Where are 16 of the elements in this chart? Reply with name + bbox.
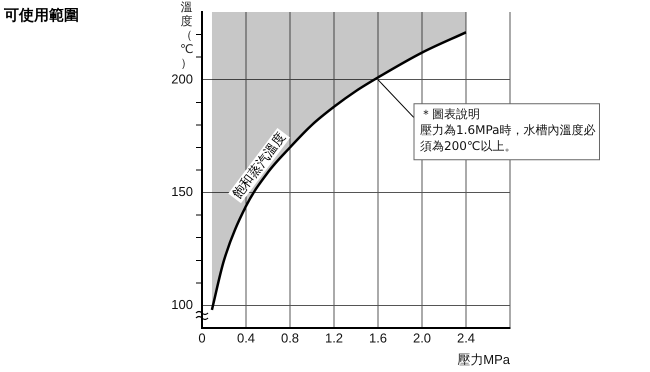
annotation: ＊圖表說明 xyxy=(420,106,480,121)
annotation: 壓力為1.6MPa時，水槽內溫度必須為200℃以上。 xyxy=(420,122,596,153)
text: 可使用範圍 xyxy=(4,6,79,25)
x-tick-label: 1.6 xyxy=(368,330,388,346)
x-tick-label: 1.2 xyxy=(324,330,344,346)
x-tick-label: 2.0 xyxy=(412,330,432,346)
x-tick-label: 0.4 xyxy=(236,330,256,346)
y-axis-title: 溫度（℃） xyxy=(180,0,194,70)
y-tick-label: 100 xyxy=(171,297,193,312)
x-axis-title: 壓力MPa xyxy=(457,352,511,367)
y-tick-label: 150 xyxy=(171,184,193,200)
x-tick-label: 0 xyxy=(198,330,206,346)
x-tick-label: 0.8 xyxy=(280,330,300,346)
y-tick-label: 200 xyxy=(171,71,193,86)
text: 飽和蒸汽溫度 xyxy=(229,130,289,202)
x-tick-label: 2.4 xyxy=(456,330,476,346)
